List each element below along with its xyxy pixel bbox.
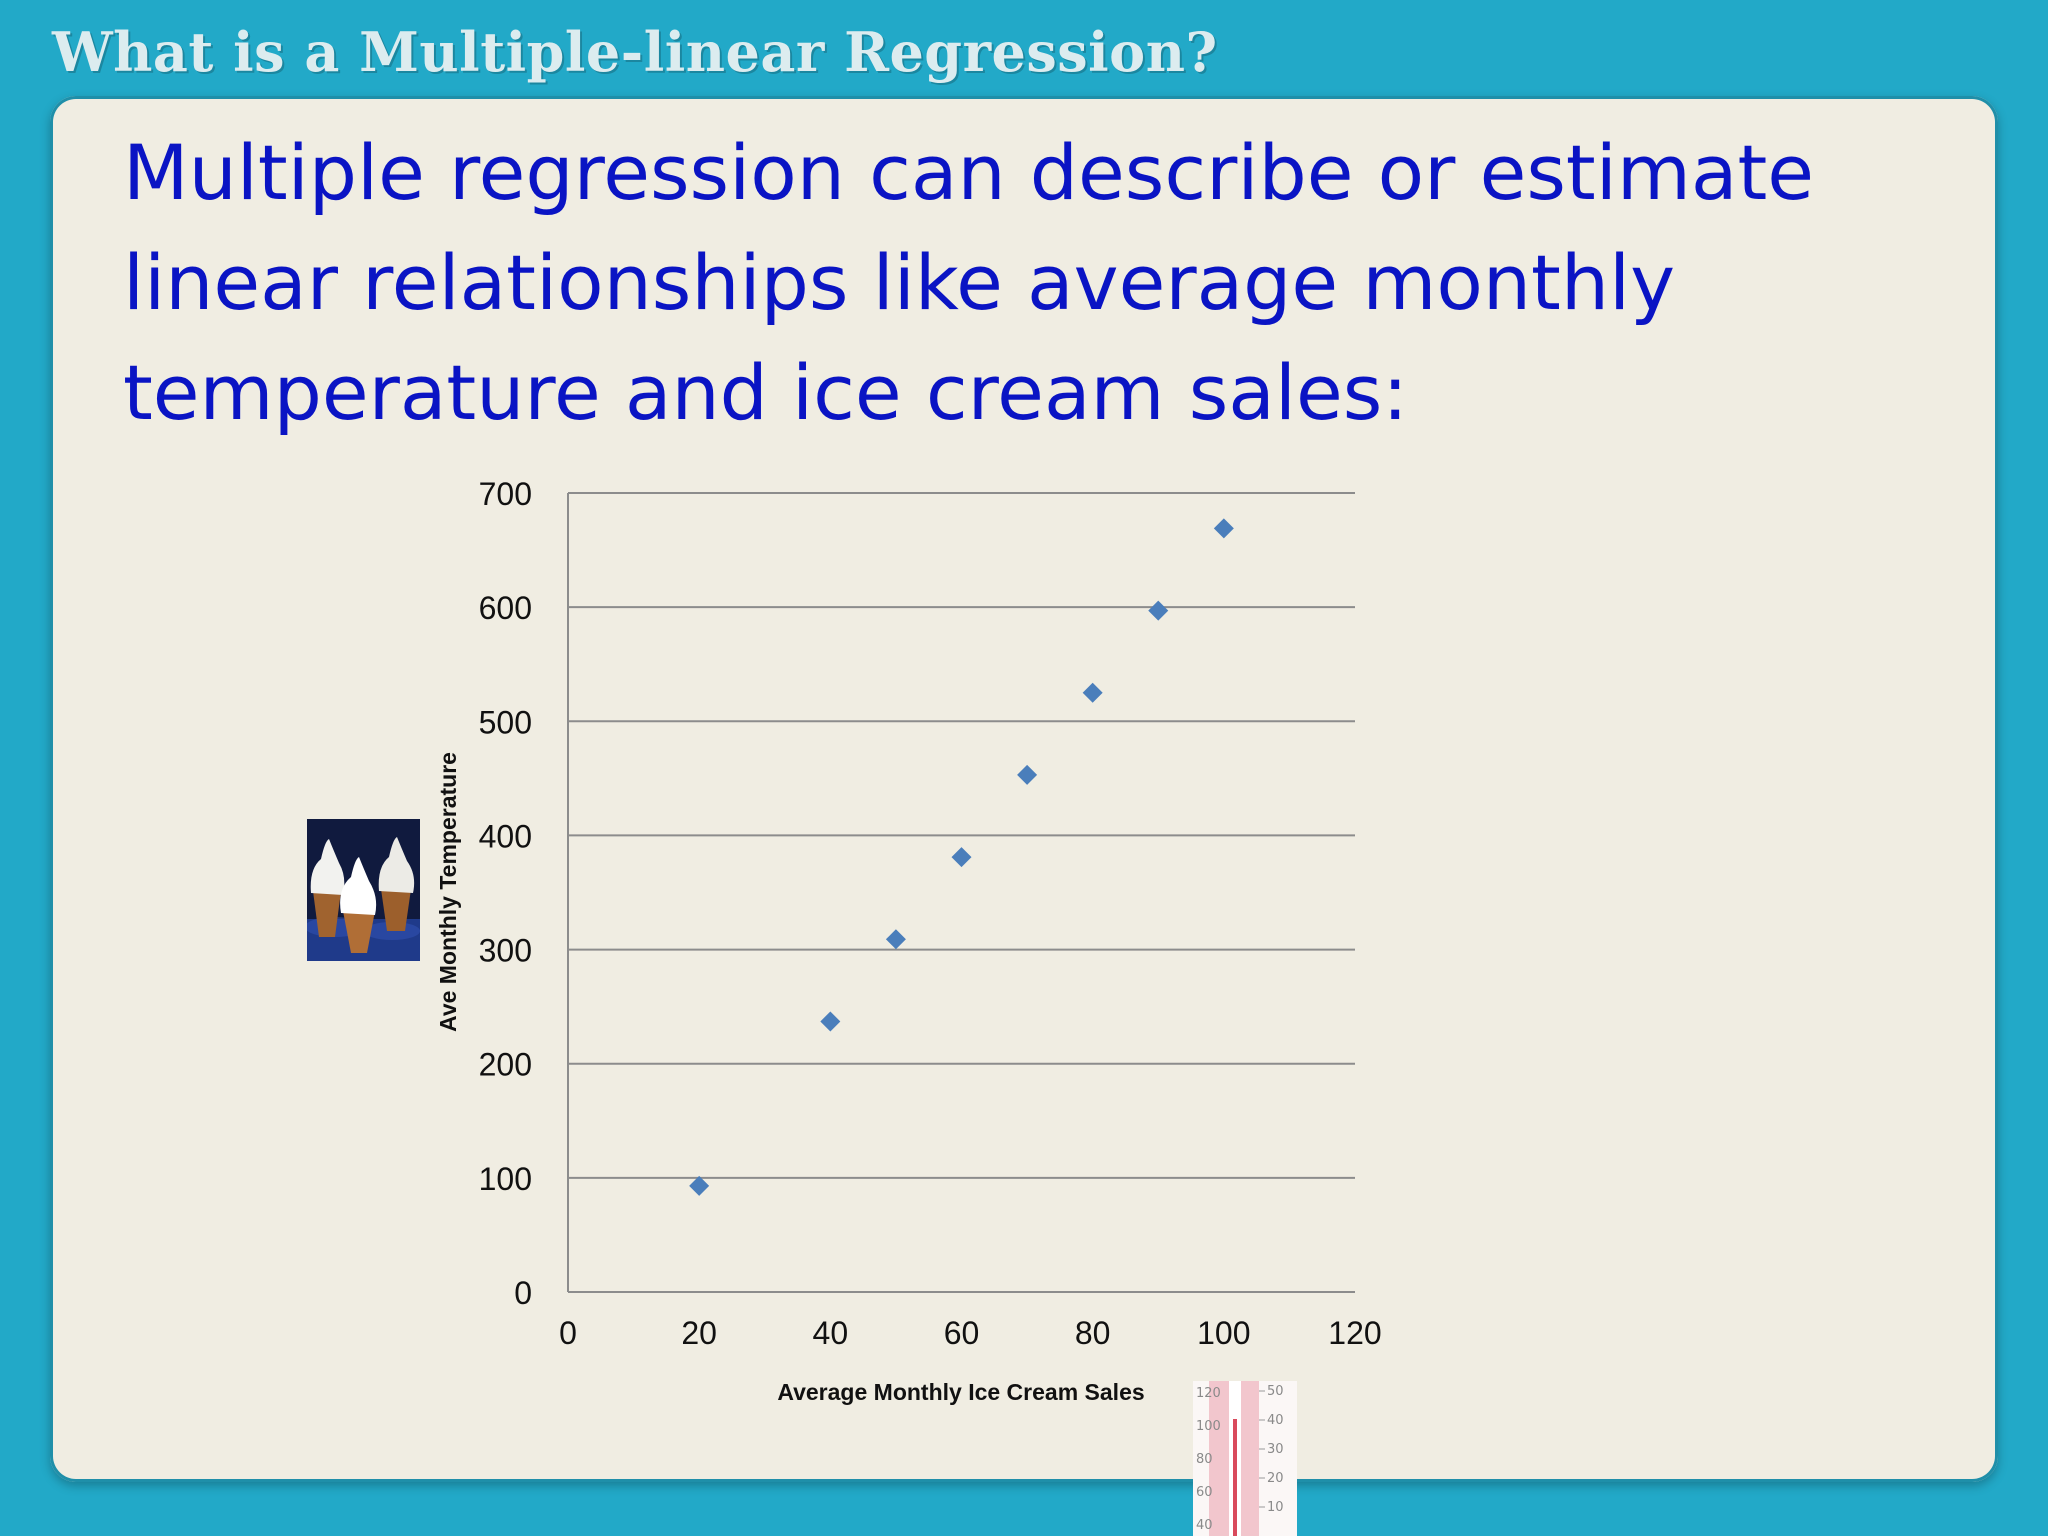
- y-tick-label: 300: [479, 933, 532, 969]
- slide-title: What is a Multiple-linear Regression?: [52, 20, 1218, 84]
- data-point: [1082, 682, 1103, 703]
- thermo-f-120: 120: [1196, 1386, 1221, 1401]
- thermometer-image: 120 100 80 60 40 50 40 30 20 10: [1193, 1381, 1297, 1536]
- x-axis-label: Average Monthly Ice Cream Sales: [777, 1379, 1144, 1405]
- thermo-f-100: 100: [1196, 1419, 1221, 1434]
- ice-cream-cones-image: [307, 819, 420, 961]
- x-tick-label: 20: [681, 1315, 717, 1351]
- x-tick-label: 60: [944, 1315, 980, 1351]
- thermo-c-40: 40: [1267, 1413, 1284, 1428]
- y-tick-label: 100: [479, 1161, 532, 1197]
- chart-gridlines: [568, 492, 1355, 1179]
- slide-body-text: Multiple regression can describe or esti…: [123, 128, 1814, 437]
- thermo-c-20: 20: [1267, 1471, 1284, 1486]
- data-point: [1017, 764, 1038, 785]
- thermo-c-50: 50: [1267, 1384, 1284, 1399]
- x-tick-label: 120: [1328, 1315, 1381, 1351]
- chart-tick-labels: 0 100 200 300 400 500 600 700 0 20 40 60 80 100 120: [479, 476, 1382, 1351]
- y-tick-label: 500: [479, 704, 532, 740]
- y-tick-label: 600: [479, 590, 532, 626]
- x-tick-label: 40: [813, 1315, 849, 1351]
- thermo-c-10: 10: [1267, 1500, 1284, 1515]
- thermo-c-30: 30: [1267, 1442, 1284, 1457]
- x-tick-label: 0: [559, 1315, 577, 1351]
- chart-points: [689, 518, 1234, 1196]
- content-panel: [50, 96, 1998, 1482]
- data-point: [820, 1011, 841, 1032]
- thermo-f-40: 40: [1196, 1518, 1213, 1533]
- data-point: [689, 1175, 710, 1196]
- y-tick-label: 400: [479, 818, 532, 854]
- x-tick-label: 80: [1075, 1315, 1111, 1351]
- y-axis-label: Ave Monthly Temperature: [435, 752, 461, 1032]
- chart-axes: [567, 493, 1355, 1293]
- data-point: [1148, 600, 1169, 621]
- data-point: [885, 929, 906, 950]
- data-point: [1213, 518, 1234, 539]
- thermo-f-60: 60: [1196, 1485, 1213, 1500]
- y-tick-label: 700: [479, 476, 532, 512]
- y-tick-label: 200: [479, 1047, 532, 1083]
- data-point: [951, 847, 972, 868]
- thermo-f-80: 80: [1196, 1452, 1213, 1467]
- x-tick-label: 100: [1197, 1315, 1250, 1351]
- y-tick-label: 0: [514, 1275, 532, 1311]
